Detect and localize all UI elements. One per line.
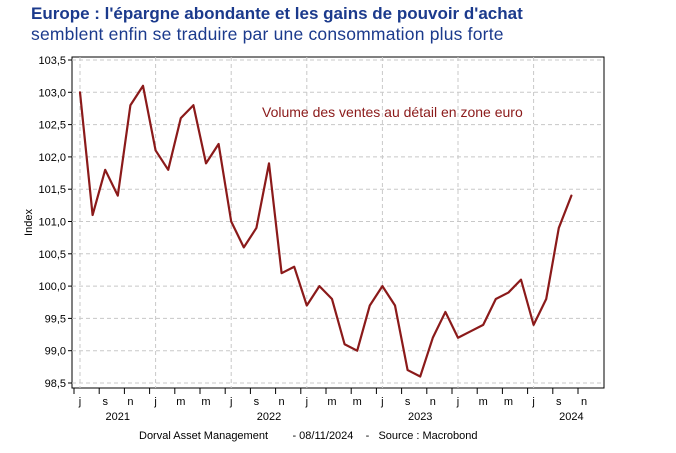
y-tick-label: 102,0 [38,152,66,164]
y-axis-label: Index [23,209,35,236]
y-tick-label: 98,5 [45,378,66,390]
x-tick-label: n [581,396,587,408]
x-tick-label: m [201,396,210,408]
plot-area [71,56,605,389]
y-tick-label: 100,0 [38,281,66,293]
x-tick-label: s [102,396,108,408]
x-tick-label: s [405,396,411,408]
x-tick-label: j [380,396,383,408]
y-tick-label: 99,0 [45,346,66,358]
x-tick-label: m [176,396,185,408]
x-tick-label: s [556,396,562,408]
x-tick-label: j [305,396,308,408]
x-tick-label: j [153,396,156,408]
x-year-label: 2023 [408,411,432,423]
y-tick-label: 100,5 [38,249,66,261]
x-tick-label: s [254,396,260,408]
y-tick-label: 102,5 [38,120,66,132]
y-tick-label: 103,5 [38,55,66,67]
x-tick-label: m [353,396,362,408]
x-tick-label: n [127,396,133,408]
x-year-label: 2021 [106,411,130,423]
y-tick-label: 103,0 [38,87,66,99]
x-year-label: 2024 [559,411,583,423]
y-tick-label: 99,5 [45,313,66,325]
y-tick-label: 101,0 [38,217,66,229]
x-tick-label: n [430,396,436,408]
chart-title: Europe : l'épargne abondante et les gain… [31,4,523,23]
x-year-label: 2022 [257,411,281,423]
x-tick-label: n [279,396,285,408]
chart-subtitle: semblent enfin se traduire par une conso… [31,24,504,44]
x-tick-label: j [531,396,534,408]
y-tick-label: 101,5 [38,184,66,196]
x-tick-label: m [327,396,336,408]
chart-annotation: Volume des ventes au détail en zone euro [262,104,523,120]
x-tick-label: j [78,396,81,408]
x-tick-label: m [504,396,513,408]
x-tick-label: m [479,396,488,408]
x-tick-label: j [456,396,459,408]
series-line [78,84,573,378]
x-tick-label: j [229,396,232,408]
chart-footer: Dorval Asset Management - 08/11/2024 - S… [139,430,478,442]
